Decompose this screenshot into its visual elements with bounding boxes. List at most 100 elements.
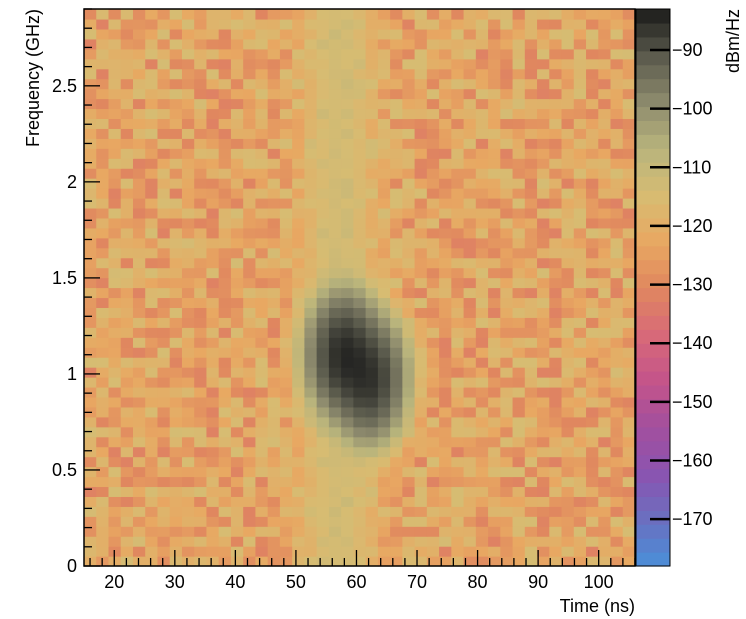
heatmap-cell (537, 546, 550, 557)
heatmap-cell (365, 446, 379, 458)
heatmap-cell (451, 317, 465, 328)
heatmap-cell (328, 317, 342, 328)
heatmap-cell (206, 9, 220, 20)
heatmap-cell (328, 158, 342, 169)
heatmap-cell (402, 197, 416, 209)
heatmap-cell (243, 337, 257, 348)
heatmap-cell (610, 347, 624, 358)
heatmap-cell (598, 98, 612, 110)
heatmap-cell (377, 267, 391, 279)
heatmap-cell (243, 247, 257, 259)
heatmap-cell (279, 357, 293, 368)
heatmap-cell (414, 128, 428, 139)
heatmap-cell (157, 227, 171, 239)
heatmap-cell (426, 188, 440, 199)
heatmap-cell (537, 197, 550, 209)
heatmap-cell (292, 207, 305, 219)
heatmap-cell (169, 257, 183, 269)
heatmap-cell (304, 158, 318, 169)
heatmap-cell (132, 247, 146, 259)
heatmap-cell (230, 347, 244, 358)
heatmap-cell (598, 247, 612, 259)
heatmap-cell (353, 108, 367, 120)
heatmap-cell (230, 88, 244, 100)
heatmap-cell (463, 506, 477, 517)
heatmap-cell (292, 556, 305, 567)
heatmap-cell (292, 118, 305, 129)
heatmap-cell (390, 48, 403, 60)
heatmap-cell (145, 516, 159, 527)
heatmap-cell (243, 88, 257, 100)
heatmap-cell (120, 217, 134, 229)
heatmap-cell (500, 267, 514, 279)
heatmap-cell (353, 406, 367, 418)
heatmap-cell (377, 38, 391, 50)
heatmap-cell (586, 337, 599, 348)
heatmap-cell (328, 58, 342, 70)
colorbar-segment (636, 357, 670, 372)
heatmap-cell (206, 178, 220, 189)
heatmap-cell (194, 168, 208, 179)
heatmap-cell (341, 207, 354, 219)
heatmap-cell (132, 78, 146, 90)
heatmap-cell (622, 416, 636, 428)
heatmap-cell (463, 426, 477, 438)
heatmap-cell (169, 237, 183, 249)
heatmap-cell (181, 38, 195, 50)
heatmap-cell (537, 68, 550, 80)
heatmap-cell (622, 516, 636, 527)
heatmap-cell (255, 367, 269, 378)
heatmap-cell (255, 217, 269, 229)
heatmap-cell (267, 536, 281, 547)
heatmap-cell (463, 307, 477, 318)
heatmap-cell (500, 466, 514, 478)
heatmap-cell (267, 78, 281, 90)
heatmap-cell (157, 108, 171, 120)
heatmap-cell (292, 158, 305, 169)
colorbar-tick-label: −160 (672, 450, 713, 470)
heatmap-cell (328, 486, 342, 497)
heatmap-cell (206, 347, 220, 358)
heatmap-cell (463, 197, 477, 209)
heatmap-cell (304, 416, 318, 428)
heatmap-cell (377, 148, 391, 159)
heatmap-cell (390, 237, 403, 249)
heatmap-cell (549, 406, 563, 418)
heatmap-cell (610, 267, 624, 279)
heatmap-cell (573, 337, 587, 348)
heatmap-cell (463, 178, 477, 189)
heatmap-cell (145, 317, 159, 328)
heatmap-cell (537, 506, 550, 517)
heatmap-cell (573, 168, 587, 179)
heatmap-cell (84, 227, 97, 239)
heatmap-cell (341, 506, 354, 517)
heatmap-cell (610, 367, 624, 378)
heatmap-cell (573, 456, 587, 468)
colorbar-tick-label: −120 (672, 216, 713, 236)
heatmap-cell (573, 68, 587, 80)
heatmap-cell (169, 9, 183, 20)
heatmap-cell (549, 436, 563, 448)
heatmap-cell (414, 506, 428, 517)
heatmap-cell (181, 287, 195, 299)
colorbar-segment (636, 148, 670, 163)
heatmap-cell (132, 118, 146, 129)
heatmap-cell (622, 556, 636, 567)
heatmap-cell (402, 476, 416, 488)
heatmap-cell (475, 178, 489, 189)
heatmap-cell (218, 327, 232, 338)
heatmap-cell (157, 357, 171, 368)
heatmap-cell (132, 536, 146, 547)
heatmap-cell (537, 9, 550, 20)
heatmap-cell (169, 536, 183, 547)
heatmap-cell (573, 357, 587, 368)
heatmap-cell (377, 158, 391, 169)
heatmap-cell (598, 287, 612, 299)
heatmap-cell (194, 98, 208, 110)
heatmap-cell (426, 158, 440, 169)
heatmap-cell (414, 556, 428, 567)
heatmap-cell (622, 347, 636, 358)
heatmap-cell (328, 556, 342, 567)
heatmap-cell (610, 386, 624, 398)
heatmap-cell (512, 556, 526, 567)
